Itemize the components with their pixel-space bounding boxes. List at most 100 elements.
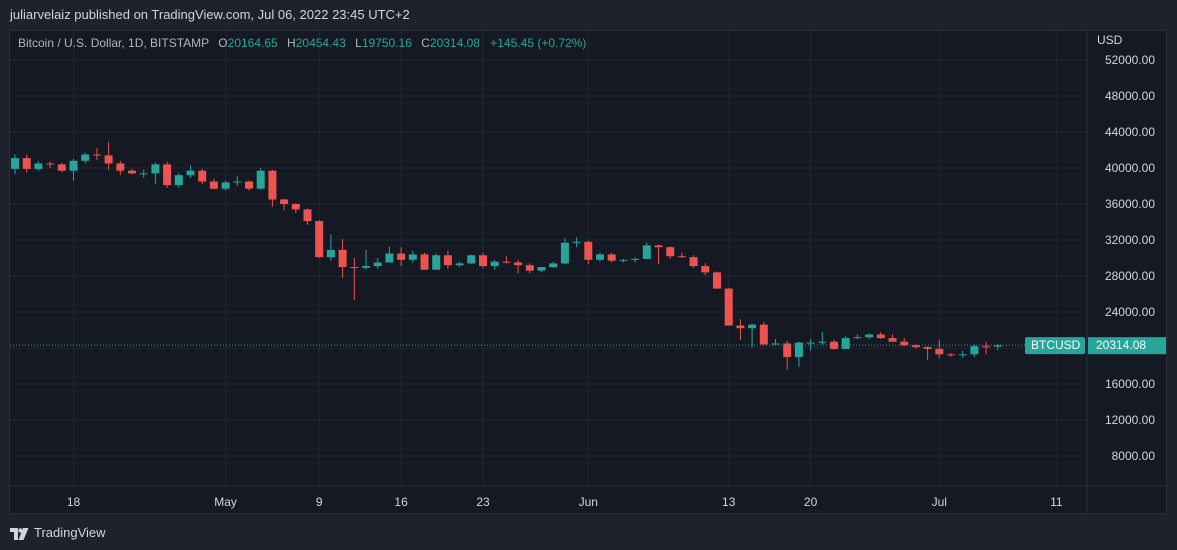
candle[interactable] — [596, 252, 604, 262]
candle[interactable] — [911, 344, 920, 349]
candle[interactable] — [619, 258, 628, 263]
candle[interactable] — [163, 161, 172, 188]
candle[interactable] — [759, 321, 768, 346]
candle-body — [713, 272, 721, 289]
candle[interactable] — [467, 254, 476, 265]
candle[interactable] — [631, 257, 640, 263]
candle[interactable] — [818, 331, 827, 345]
candle[interactable] — [256, 168, 265, 190]
candle[interactable] — [865, 333, 874, 339]
candle[interactable] — [713, 271, 721, 289]
candle[interactable] — [268, 169, 277, 207]
candle[interactable] — [174, 173, 183, 188]
candle[interactable] — [654, 244, 663, 265]
candle[interactable] — [771, 339, 780, 346]
candle[interactable] — [584, 240, 593, 265]
candle[interactable] — [69, 159, 78, 181]
candle-body — [338, 249, 347, 267]
candle-body — [490, 261, 499, 267]
candle[interactable] — [958, 350, 967, 358]
candle-body — [209, 181, 218, 189]
candle[interactable] — [291, 203, 300, 213]
candle[interactable] — [104, 141, 113, 170]
candle[interactable] — [537, 267, 546, 273]
candle[interactable] — [970, 344, 979, 357]
candle[interactable] — [81, 152, 90, 164]
candle[interactable] — [841, 336, 850, 349]
symbol-title[interactable]: Bitcoin / U.S. Dollar, 1D, BITSTAMP — [18, 36, 209, 50]
tradingview-logo[interactable]: TradingView — [10, 524, 106, 542]
candle[interactable] — [982, 341, 991, 355]
candle[interactable] — [198, 168, 207, 185]
candle[interactable] — [642, 242, 651, 259]
candle[interactable] — [794, 341, 803, 367]
price-tick-label: 36000.00 — [1105, 197, 1155, 211]
candle[interactable] — [128, 168, 136, 175]
candle[interactable] — [139, 169, 148, 178]
candle[interactable] — [736, 319, 745, 340]
candle[interactable] — [46, 161, 55, 168]
candle[interactable] — [362, 249, 370, 270]
candle[interactable] — [303, 208, 312, 225]
candle[interactable] — [420, 252, 429, 270]
candle[interactable] — [560, 238, 569, 265]
candle[interactable] — [443, 250, 452, 269]
candle[interactable] — [209, 178, 218, 190]
candle[interactable] — [280, 198, 289, 211]
candle[interactable] — [514, 259, 523, 274]
ohlc-legend: Bitcoin / U.S. Dollar, 1D, BITSTAMP O201… — [18, 34, 586, 52]
candle[interactable] — [326, 234, 335, 261]
candle-body — [689, 257, 698, 267]
candle-body — [537, 267, 546, 271]
candle[interactable] — [116, 160, 125, 176]
time-tick-label: 18 — [67, 495, 81, 509]
candle[interactable] — [57, 162, 66, 173]
price-axis-unit[interactable]: USD — [1097, 33, 1123, 47]
candle[interactable] — [479, 252, 487, 268]
candle[interactable] — [701, 263, 710, 276]
candle[interactable] — [373, 258, 382, 269]
candle[interactable] — [853, 334, 862, 340]
candle[interactable] — [572, 237, 581, 248]
candle[interactable] — [338, 239, 347, 278]
candle[interactable] — [525, 263, 534, 274]
candle-body — [514, 262, 523, 266]
candle-body — [993, 345, 1002, 347]
candle[interactable] — [923, 346, 932, 360]
candle[interactable] — [385, 246, 394, 263]
candle[interactable] — [607, 252, 616, 263]
candle[interactable] — [502, 256, 511, 264]
candle-body — [139, 173, 148, 175]
candle[interactable] — [947, 353, 955, 357]
candle[interactable] — [397, 247, 406, 267]
candle[interactable] — [245, 180, 253, 191]
candle[interactable] — [186, 165, 195, 178]
candle[interactable] — [11, 154, 19, 175]
candle[interactable] — [689, 255, 698, 268]
candle[interactable] — [549, 261, 558, 268]
candle[interactable] — [455, 261, 464, 267]
candle[interactable] — [724, 287, 733, 326]
candle[interactable] — [830, 339, 838, 350]
candle[interactable] — [408, 250, 417, 263]
candle[interactable] — [350, 258, 359, 301]
candle[interactable] — [315, 220, 324, 258]
candle[interactable] — [677, 252, 686, 258]
candle[interactable] — [92, 148, 101, 160]
candle[interactable] — [432, 253, 441, 270]
candle[interactable] — [221, 180, 230, 191]
candle[interactable] — [935, 339, 944, 358]
candle[interactable] — [806, 339, 815, 351]
candle[interactable] — [34, 160, 43, 171]
candle[interactable] — [233, 176, 242, 186]
candle[interactable] — [888, 334, 897, 342]
candle-body — [771, 343, 780, 345]
candle[interactable] — [490, 259, 499, 270]
time-tick-label: 9 — [316, 495, 323, 509]
candle[interactable] — [748, 323, 757, 348]
candle[interactable] — [22, 154, 31, 173]
candle[interactable] — [876, 331, 885, 339]
candle[interactable] — [666, 246, 675, 259]
candle[interactable] — [151, 162, 160, 185]
